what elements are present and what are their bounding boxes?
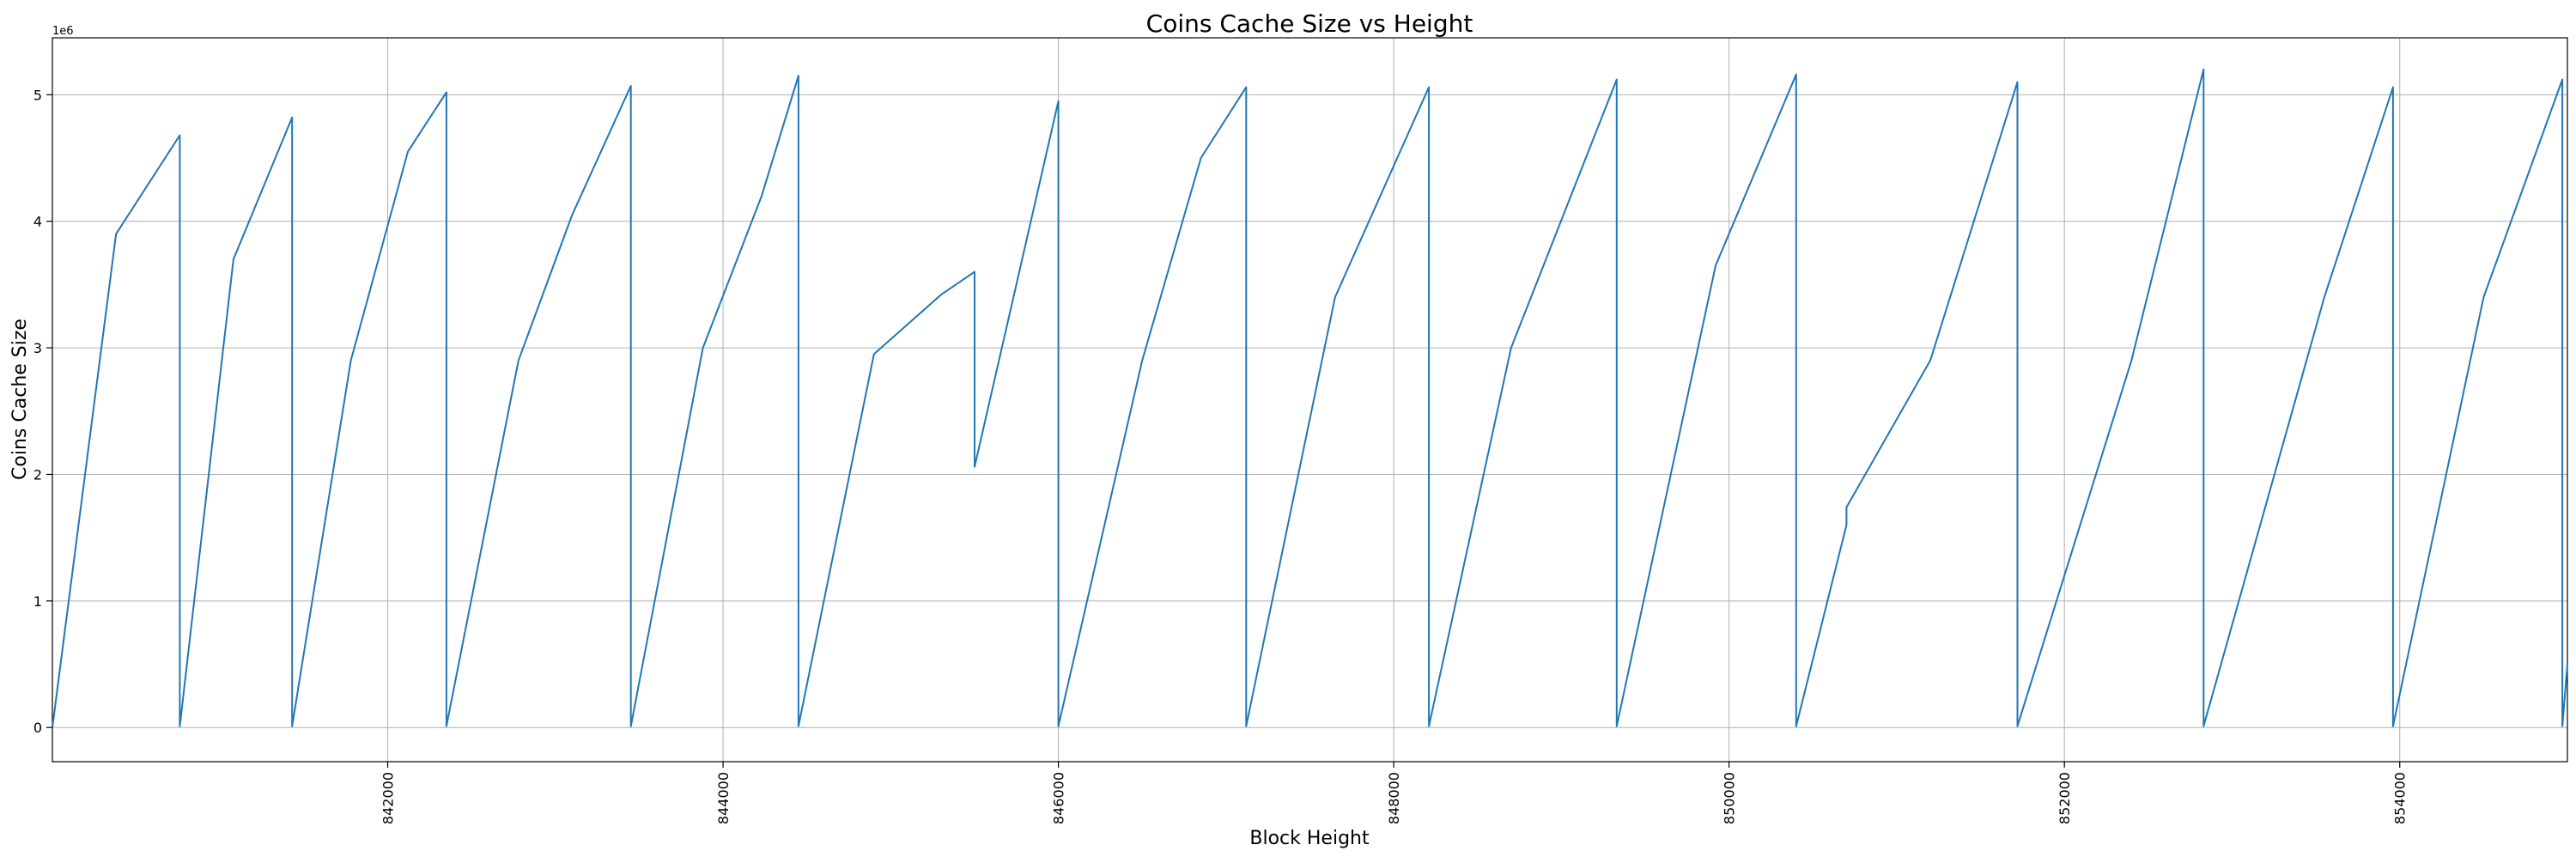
x-tick-label: 854000: [2392, 772, 2409, 824]
x-tick-label: 842000: [380, 772, 397, 824]
y-tick-label: 1: [33, 593, 42, 610]
y-tick-label: 5: [33, 87, 42, 103]
x-tick-label: 846000: [1051, 772, 1067, 824]
x-tick-label: 844000: [715, 772, 732, 824]
series-layer: [52, 68, 2568, 728]
y-tick-label: 0: [33, 720, 42, 736]
grid: [52, 38, 2567, 762]
y-axis-label: Coins Cache Size: [9, 319, 31, 480]
y-tick-label: 2: [33, 466, 42, 483]
ticks: 842000 844000 846000 848000 850000 852000 8540…: [33, 87, 2409, 824]
y-axis-offset-label: 1e6: [52, 25, 74, 38]
plot-frame: [52, 37, 2568, 763]
x-tick-label: 848000: [1386, 772, 1402, 824]
y-tick-label: 3: [33, 340, 42, 356]
coins-cache-series-line: [52, 68, 2568, 728]
chart-title: Coins Cache Size vs Height: [1146, 9, 1473, 38]
x-tick-label: 852000: [2057, 772, 2073, 824]
x-axis-label: Block Height: [1249, 828, 1370, 849]
y-tick-label: 4: [33, 214, 42, 230]
x-tick-label: 850000: [1722, 772, 1738, 824]
